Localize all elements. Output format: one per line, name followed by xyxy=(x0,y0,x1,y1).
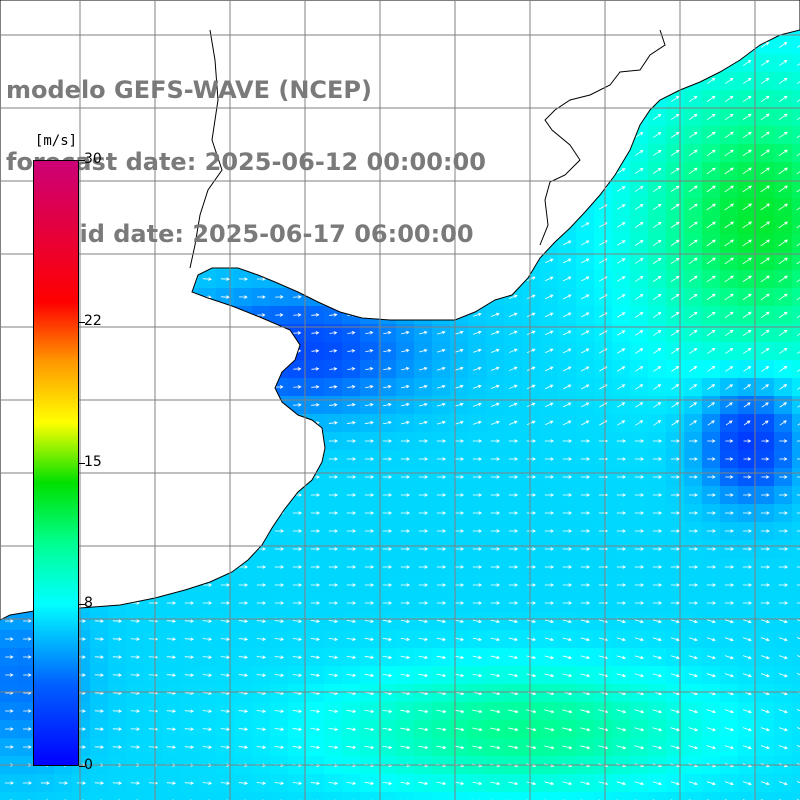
forecast-date: forecast date: 2025-06-12 00:00:00 xyxy=(6,148,486,176)
legend-unit: [m/s] xyxy=(34,133,78,149)
country-border-line xyxy=(539,29,666,246)
colorbar-tick-mark xyxy=(79,160,85,161)
colorbar-tick-label: 8 xyxy=(84,595,93,612)
colorbar-tick-mark xyxy=(79,604,85,606)
river-border-line xyxy=(189,29,223,269)
colorbar-tick-label: 22 xyxy=(84,312,102,329)
colorbar-tick-mark xyxy=(79,766,85,767)
model-title: modelo GEFS-WAVE (NCEP) xyxy=(6,76,372,104)
colorbar-tick-mark xyxy=(79,463,85,464)
colorbar-tick-label: 15 xyxy=(84,454,102,470)
colorbar-tick-label: 0 xyxy=(84,757,93,773)
colorbar xyxy=(33,160,79,766)
land-mask xyxy=(0,0,800,621)
colorbar-tick-label: 30 xyxy=(84,151,102,167)
coast-details xyxy=(189,29,666,269)
colorbar-tick-mark xyxy=(79,321,85,323)
south-america-landmass xyxy=(0,0,800,621)
